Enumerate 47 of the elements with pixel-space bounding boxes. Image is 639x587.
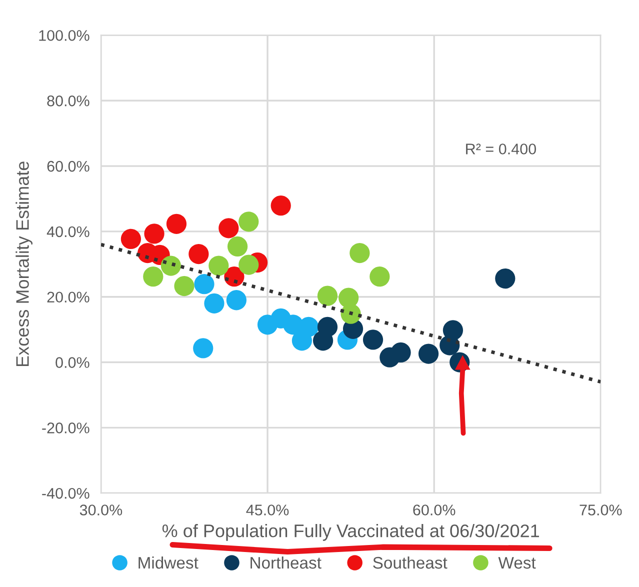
point [350, 242, 370, 264]
x-tick-label: 75.0% [580, 504, 622, 516]
x-axis-title: % of Population Fully Vaccinated at 06/30/2021 [162, 524, 539, 541]
legend-label: Southeast [373, 556, 448, 569]
point [218, 218, 239, 238]
point [193, 338, 214, 358]
point [340, 304, 361, 324]
y-tick-label: 20.0% [47, 292, 90, 303]
y-tick-label: 100.0% [39, 30, 90, 41]
point [298, 316, 319, 338]
point [166, 214, 187, 234]
point [317, 286, 338, 306]
point [227, 236, 248, 257]
y-axis-title: Excess Mortality Estimate [16, 162, 32, 366]
point [418, 344, 439, 364]
point [208, 256, 229, 276]
point [238, 212, 259, 232]
y-tick-label: 80.0% [47, 95, 90, 106]
legend-label: Midwest [138, 556, 198, 569]
y-tick-label: -40.0% [42, 488, 90, 499]
y-tick-label: 60.0% [47, 160, 90, 172]
y-tick-label: 40.0% [46, 226, 90, 238]
point [238, 254, 259, 275]
point [495, 268, 516, 289]
point [362, 330, 384, 350]
point [270, 196, 291, 216]
point [226, 290, 246, 310]
x-tick-label: 45.0% [246, 504, 289, 516]
y-tick-label: 0.0% [56, 357, 90, 368]
x-tick-label: 30.0% [80, 504, 122, 516]
point [174, 276, 194, 296]
point [160, 256, 181, 276]
point [440, 335, 460, 356]
point [188, 244, 209, 264]
point [312, 330, 334, 351]
y-tick-label: -20.0% [42, 422, 90, 434]
annotation: R² = 0.400 [466, 144, 536, 154]
point [370, 266, 390, 287]
legend-label: West [498, 557, 536, 569]
point [204, 293, 224, 314]
point [143, 266, 164, 287]
point [194, 274, 214, 294]
point [144, 224, 164, 244]
legend-label: Northeast [250, 556, 322, 569]
point [390, 342, 411, 363]
point [120, 228, 142, 250]
x-tick-label: 60.0% [413, 504, 456, 516]
